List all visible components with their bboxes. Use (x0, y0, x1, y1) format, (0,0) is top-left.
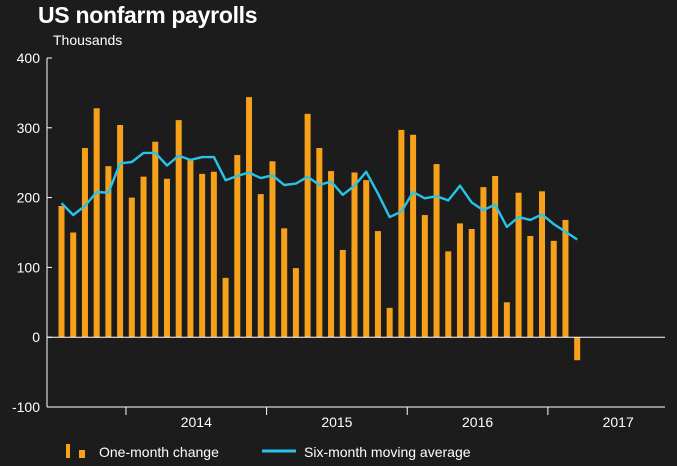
bar (304, 113, 311, 338)
bar (70, 232, 77, 338)
bar (81, 148, 88, 338)
bar (574, 337, 581, 361)
bar (339, 249, 346, 338)
bar (58, 205, 65, 338)
bar-series (58, 97, 581, 361)
y-tick-label: 300 (17, 120, 41, 136)
x-year-label: 2015 (321, 414, 352, 430)
bar (152, 141, 159, 338)
bar (351, 172, 358, 338)
moving-average-line (60, 151, 578, 241)
y-tick-label: -100 (12, 399, 40, 415)
bar (175, 120, 182, 338)
legend-bar-swatch-2 (79, 450, 85, 458)
bar (515, 192, 522, 338)
bar (468, 229, 475, 338)
chart-subtitle: Thousands (53, 32, 123, 48)
bar (105, 166, 112, 338)
bar (117, 125, 124, 338)
bar (562, 219, 569, 338)
bar (374, 231, 381, 338)
bar (257, 194, 264, 338)
line-series (60, 151, 578, 241)
x-year-label: 2016 (462, 414, 493, 430)
bar (480, 187, 487, 338)
bar (163, 178, 170, 338)
bar (527, 235, 534, 338)
x-year-label: 2017 (603, 414, 634, 430)
legend: One-month change Six-month moving averag… (66, 444, 471, 460)
y-tick-label: 100 (17, 259, 41, 275)
bar (210, 171, 217, 338)
bar (128, 197, 135, 338)
legend-label-bars: One-month change (99, 444, 219, 460)
bar (363, 180, 370, 338)
y-axis-ticks: -100 0 100 200 300 400 (12, 50, 52, 415)
bar (445, 251, 452, 338)
bar (292, 268, 299, 338)
bar (222, 277, 229, 338)
bar (269, 161, 276, 338)
x-axis-ticks: 2014 2015 2016 2017 (125, 407, 634, 430)
y-tick-label: 400 (17, 50, 41, 66)
bar (234, 155, 241, 338)
bar (456, 223, 463, 338)
axes (46, 58, 665, 408)
legend-label-line: Six-month moving average (304, 444, 471, 460)
bar (503, 302, 510, 338)
y-tick-label: 200 (17, 190, 41, 206)
y-tick-label: 0 (32, 329, 40, 345)
bar (140, 176, 147, 338)
x-year-label: 2014 (181, 414, 212, 430)
bar (421, 215, 428, 338)
bar (316, 148, 323, 338)
bar (492, 175, 499, 338)
bar (386, 307, 393, 338)
bar (433, 164, 440, 338)
bar (246, 97, 253, 338)
bar (93, 108, 100, 338)
bar (281, 228, 288, 338)
legend-bar-swatch-1 (66, 444, 70, 458)
bar (398, 129, 405, 338)
bar (187, 159, 194, 338)
bar (328, 171, 335, 338)
bar (550, 240, 557, 338)
bar (410, 134, 417, 338)
bar (539, 191, 546, 338)
chart-title: US nonfarm payrolls (38, 2, 258, 28)
bar (199, 173, 206, 338)
